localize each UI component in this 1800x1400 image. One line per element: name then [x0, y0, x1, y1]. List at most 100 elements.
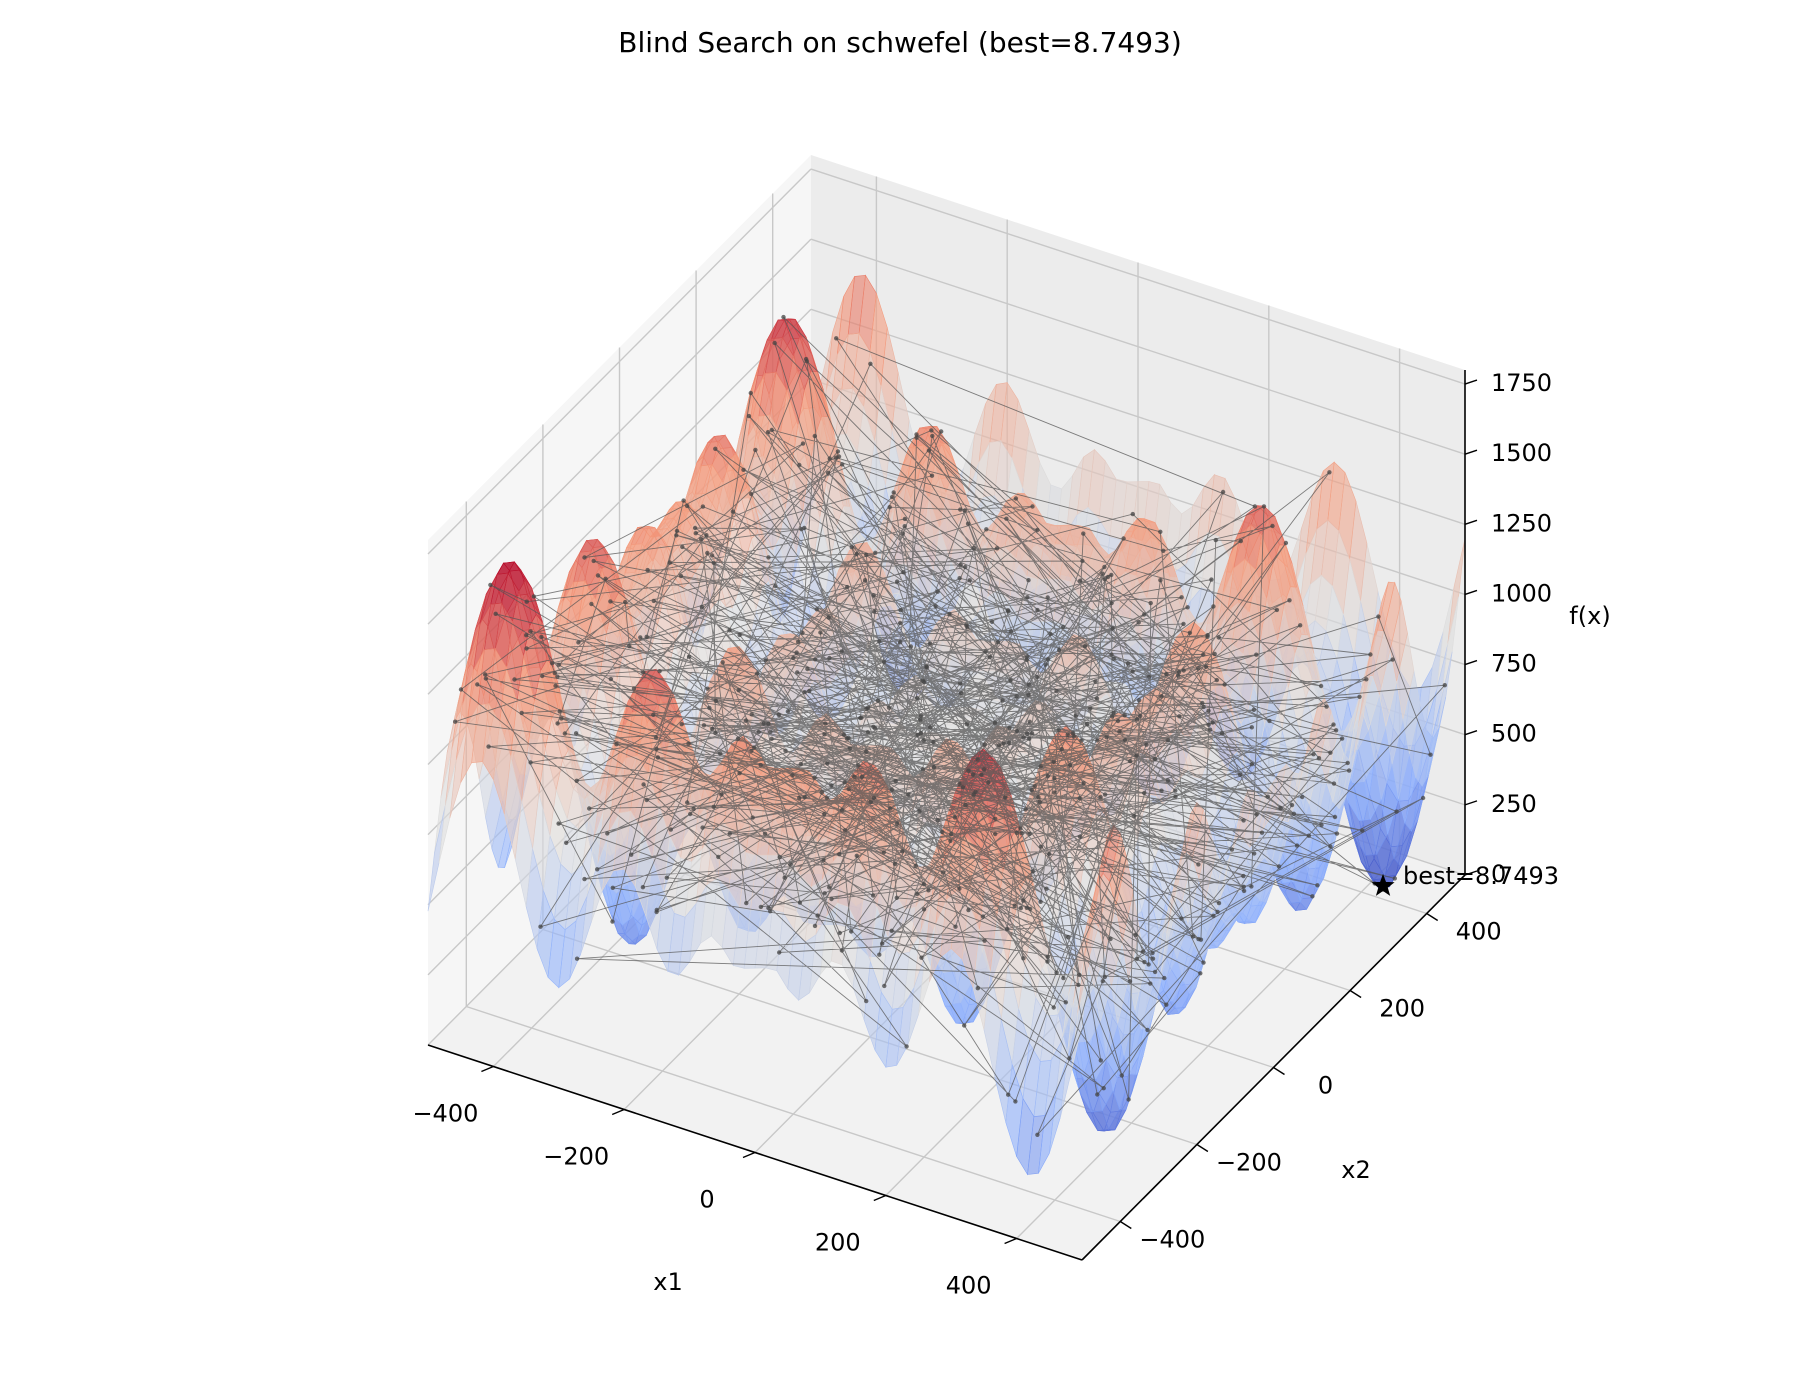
- chart-title: Blind Search on schwefel (best=8.7493): [618, 26, 1182, 59]
- x-tick-mark: [742, 1151, 756, 1159]
- search-sample-point: [948, 831, 954, 837]
- search-sample-point: [904, 1044, 909, 1049]
- search-sample-point: [1126, 1097, 1131, 1102]
- search-sample-point: [931, 764, 937, 770]
- search-sample-point: [1109, 572, 1114, 578]
- search-sample-point: [824, 795, 829, 801]
- search-sample-point: [1006, 740, 1012, 746]
- search-sample-point: [1067, 763, 1073, 768]
- search-sample-point: [989, 619, 995, 624]
- search-sample-point: [837, 852, 842, 857]
- search-sample-point: [1029, 787, 1035, 793]
- z-tick-mark: [1464, 800, 1478, 806]
- search-sample-point: [1318, 683, 1324, 689]
- search-sample-point: [987, 654, 993, 660]
- search-sample-point: [727, 831, 732, 836]
- search-sample-point: [699, 604, 705, 610]
- search-sample-point: [1021, 735, 1026, 740]
- search-sample-point: [825, 761, 830, 766]
- search-sample-point: [877, 952, 882, 957]
- search-sample-point: [1003, 795, 1008, 800]
- search-sample-point: [900, 849, 905, 854]
- search-sample-point: [519, 710, 524, 716]
- search-sample-point: [555, 721, 560, 726]
- search-sample-point: [965, 625, 970, 630]
- search-sample-point: [963, 802, 968, 808]
- search-sample-point: [935, 817, 940, 823]
- search-sample-point: [564, 840, 569, 845]
- search-sample-point: [813, 657, 818, 662]
- search-sample-point: [1054, 688, 1059, 694]
- search-sample-point: [1100, 979, 1106, 984]
- search-sample-point: [898, 620, 903, 626]
- search-sample-point: [993, 831, 998, 837]
- search-sample-point: [718, 751, 723, 756]
- search-sample-point: [1148, 981, 1153, 986]
- search-sample-point: [1198, 937, 1204, 942]
- search-sample-point: [1267, 718, 1272, 724]
- z-tick-mark: [1464, 589, 1478, 596]
- search-sample-point: [992, 720, 998, 726]
- search-sample-point: [1173, 788, 1178, 793]
- search-sample-point: [692, 525, 698, 531]
- search-sample-point: [755, 671, 760, 676]
- search-sample-point: [982, 938, 987, 943]
- search-sample-point: [1289, 802, 1295, 808]
- search-sample-point: [1025, 595, 1030, 600]
- search-sample-point: [680, 544, 685, 550]
- search-sample-point: [693, 531, 698, 536]
- search-sample-point: [842, 828, 848, 833]
- search-sample-point: [769, 736, 774, 741]
- search-sample-point: [902, 516, 908, 522]
- y-axis-label: x2: [1341, 1156, 1370, 1184]
- search-sample-point: [1084, 721, 1090, 727]
- y-tick-mark: [1273, 1066, 1285, 1076]
- search-sample-point: [1278, 805, 1283, 811]
- search-sample-point: [1162, 975, 1167, 981]
- search-sample-point: [1291, 811, 1297, 816]
- search-sample-point: [664, 875, 669, 880]
- search-sample-point: [802, 794, 807, 800]
- search-sample-point: [744, 900, 749, 906]
- search-sample-point: [929, 428, 934, 433]
- search-sample-point: [1208, 727, 1213, 732]
- search-sample-point: [1185, 605, 1190, 610]
- search-sample-point: [1196, 862, 1201, 867]
- search-sample-point: [614, 742, 619, 747]
- search-sample-point: [1138, 713, 1143, 719]
- search-sample-point: [587, 806, 592, 811]
- search-sample-point: [1130, 511, 1136, 517]
- search-sample-point: [1104, 735, 1109, 740]
- search-sample-point: [958, 507, 963, 512]
- search-sample-point: [914, 695, 920, 701]
- search-sample-point: [655, 755, 661, 760]
- search-sample-point: [1300, 794, 1305, 800]
- search-sample-point: [730, 509, 736, 514]
- search-sample-point: [1238, 538, 1244, 544]
- search-sample-point: [1229, 847, 1235, 852]
- search-sample-point: [475, 682, 480, 687]
- search-sample-point: [921, 882, 927, 887]
- gridline-z-left: [427, 238, 812, 625]
- search-sample-point: [807, 688, 812, 694]
- search-sample-point: [1220, 489, 1226, 495]
- gridline-z-back: [810, 308, 1466, 525]
- search-sample-point: [812, 433, 817, 439]
- search-sample-point: [791, 655, 796, 661]
- search-sample-point: [1148, 600, 1153, 606]
- search-sample-point: [582, 555, 587, 560]
- z-tick-label: 1250: [1491, 509, 1552, 537]
- search-sample-point: [901, 570, 906, 575]
- search-sample-point: [1101, 1086, 1106, 1091]
- search-sample-point: [1319, 822, 1324, 828]
- search-sample-point: [608, 599, 613, 604]
- search-sample-point: [975, 757, 980, 762]
- search-sample-point: [773, 583, 778, 589]
- search-sample-point: [894, 895, 899, 900]
- search-sample-point: [674, 533, 679, 538]
- search-sample-point: [1392, 876, 1398, 881]
- search-sample-point: [1130, 669, 1135, 674]
- search-sample-point: [512, 677, 517, 682]
- search-sample-point: [1045, 959, 1050, 964]
- search-sample-point: [849, 929, 854, 934]
